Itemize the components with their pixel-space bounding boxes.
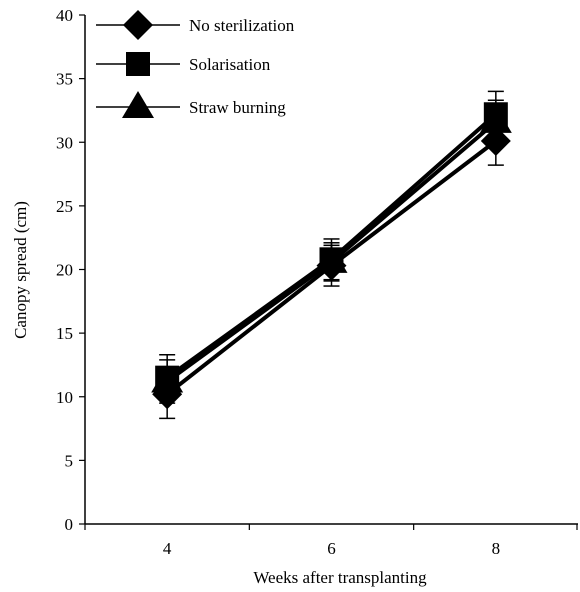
legend-marker xyxy=(126,52,150,76)
data-point xyxy=(315,245,348,273)
series-layer xyxy=(151,90,512,420)
series-triangle xyxy=(151,99,512,404)
legend-label: Solarisation xyxy=(189,55,271,74)
y-tick-label: 10 xyxy=(56,388,73,407)
legend-marker xyxy=(123,10,153,40)
y-tick-label: 20 xyxy=(56,261,73,280)
y-tick-label: 40 xyxy=(56,6,73,25)
data-point xyxy=(151,365,184,393)
y-tick-label: 5 xyxy=(65,451,74,470)
legend-item-triangle: Straw burning xyxy=(96,91,286,118)
legend-item-square: Solarisation xyxy=(96,52,271,76)
legend-label: Straw burning xyxy=(189,98,286,117)
legend-label: No sterilization xyxy=(189,16,295,35)
axes: 0 5 10 15 20 25 30 35 40 4 6 8 xyxy=(56,6,578,558)
x-tick-label: 8 xyxy=(492,539,501,558)
x-axis-title: Weeks after transplanting xyxy=(253,568,427,587)
y-tick-label: 0 xyxy=(65,515,74,534)
y-tick-label: 25 xyxy=(56,197,73,216)
legend-marker xyxy=(122,91,154,118)
y-tick-label: 35 xyxy=(56,70,73,89)
x-tick-label: 6 xyxy=(327,539,336,558)
legend: No sterilization Solarisation Straw burnin… xyxy=(96,10,295,118)
x-tick-label: 4 xyxy=(163,539,172,558)
legend-item-diamond: No sterilization xyxy=(96,10,295,40)
data-point xyxy=(479,105,512,133)
y-axis-title: Canopy spread (cm) xyxy=(11,201,30,339)
y-tick-label: 30 xyxy=(56,133,73,152)
y-tick-label: 15 xyxy=(56,324,73,343)
